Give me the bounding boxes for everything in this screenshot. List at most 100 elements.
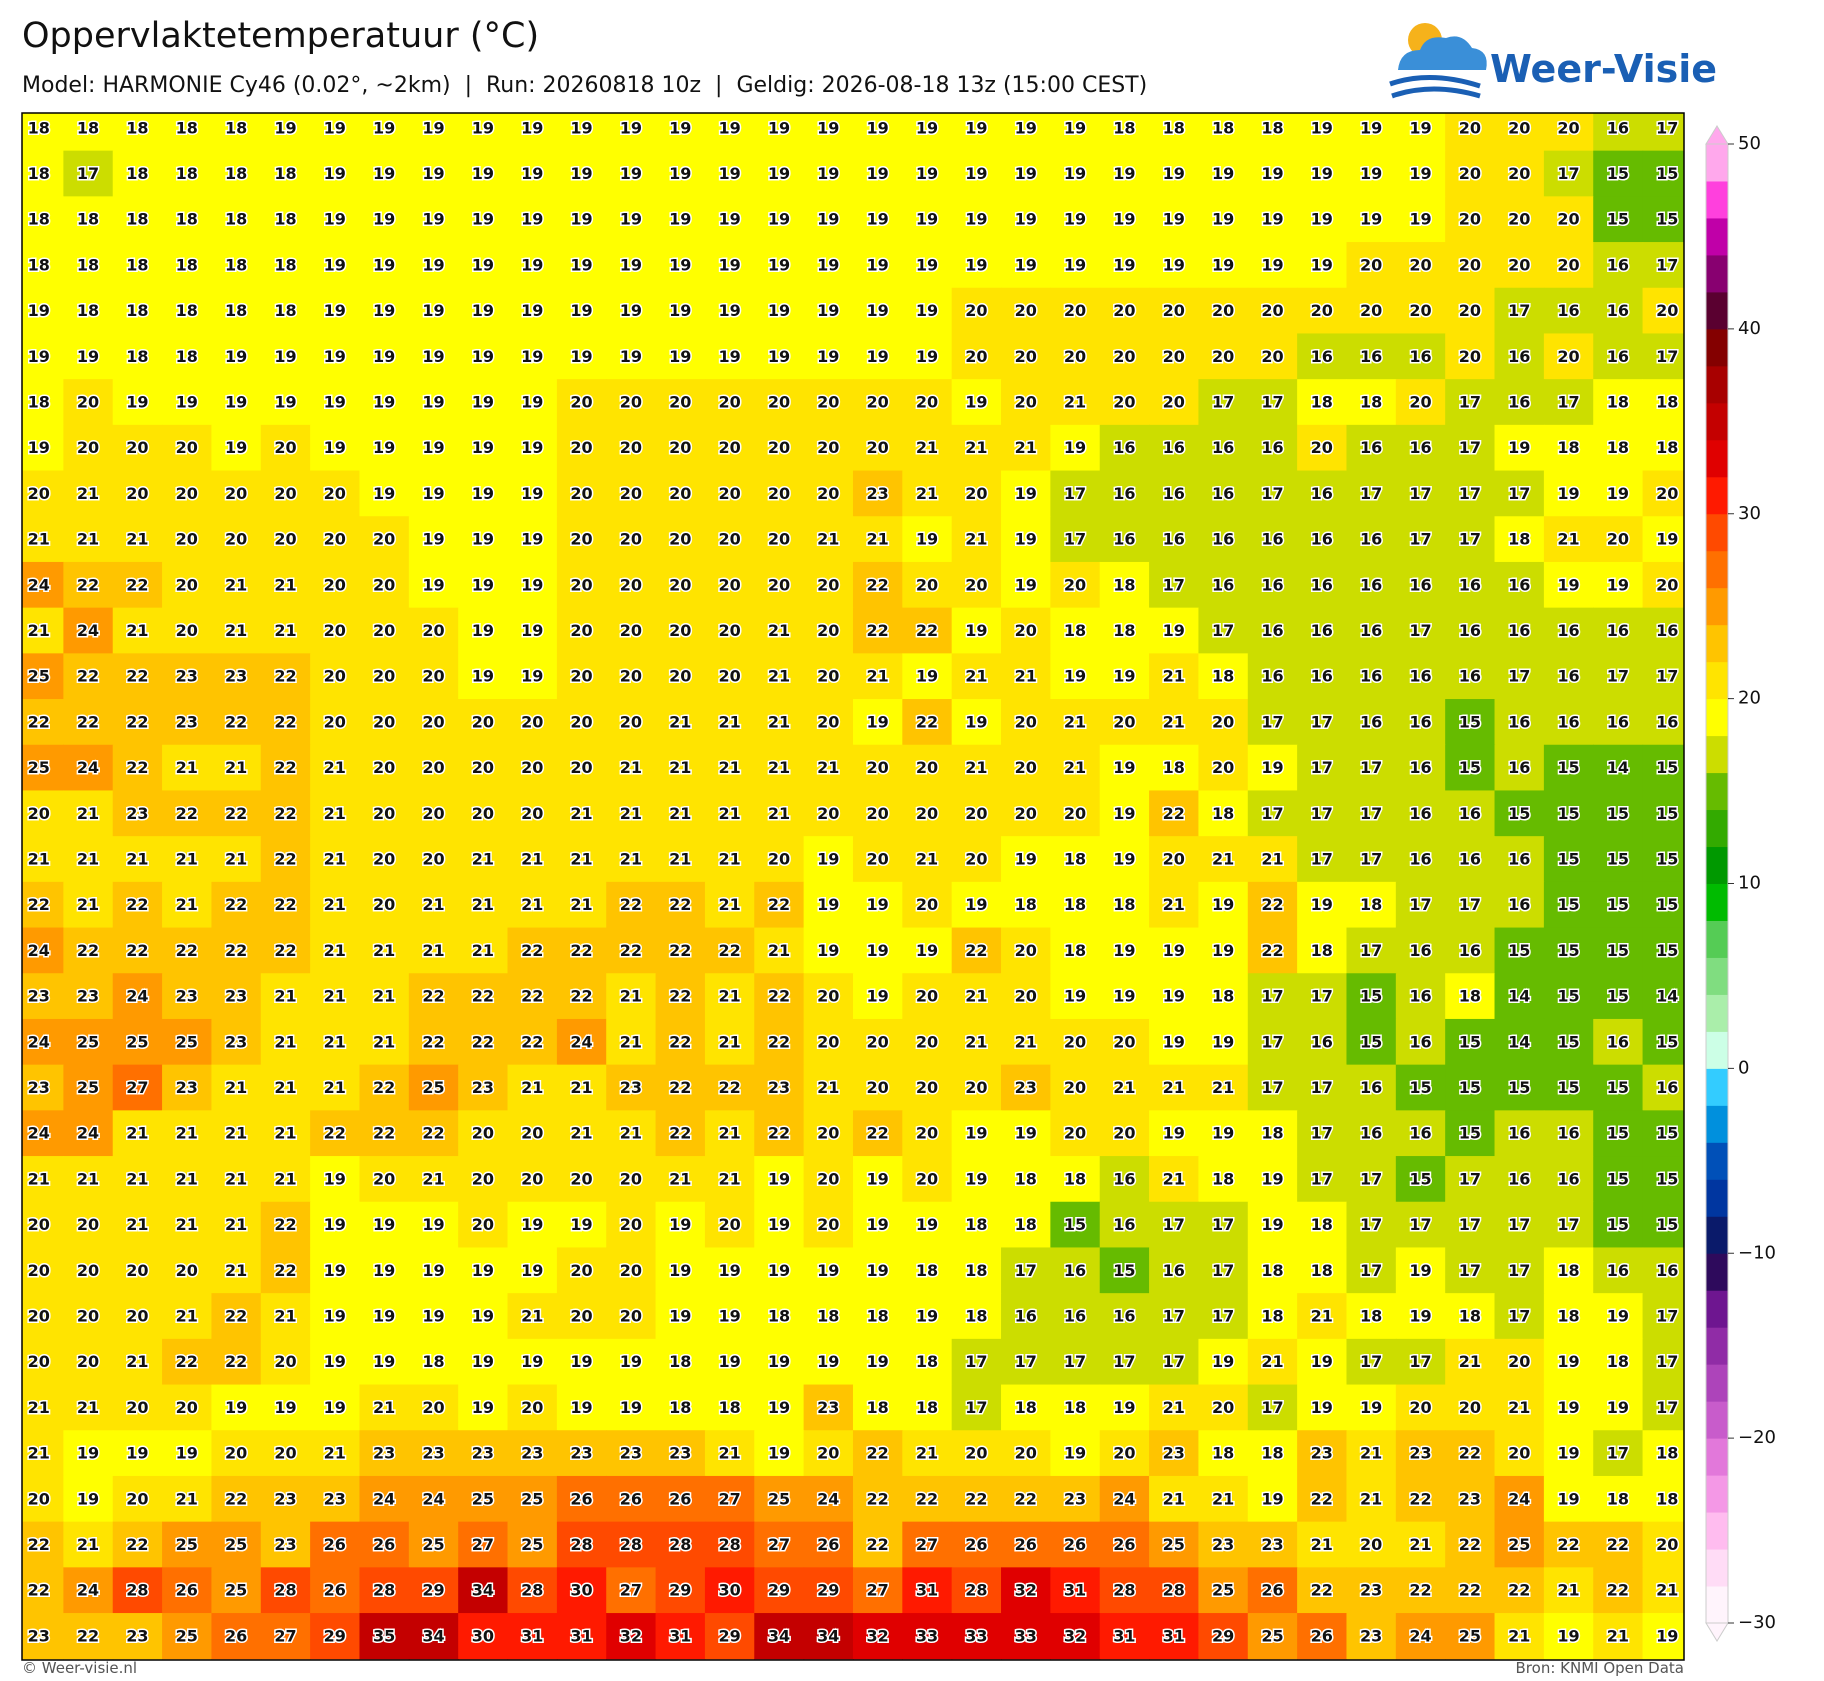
temperature-label: 21: [373, 987, 395, 1006]
temperature-label: 18: [965, 1215, 987, 1234]
temperature-label: 18: [718, 1398, 740, 1417]
temperature-label: 21: [176, 1307, 198, 1326]
temperature-label: 20: [1212, 347, 1234, 366]
temperature-cell: [852, 561, 903, 609]
temperature-label: 20: [669, 530, 691, 549]
temperature-label: 25: [472, 1489, 494, 1508]
temperature-label: 16: [1261, 667, 1283, 686]
temperature-label: 18: [176, 301, 198, 320]
temperature-label: 19: [472, 530, 494, 549]
temperature-cell: [507, 333, 558, 380]
temperature-label: 21: [274, 621, 296, 640]
temperature-label: 19: [1064, 987, 1086, 1006]
temperature-label: 22: [176, 941, 198, 960]
temperature-label: 22: [176, 1352, 198, 1371]
temperature-label: 20: [817, 621, 839, 640]
temperature-cell: [1198, 424, 1249, 472]
temperature-label: 19: [965, 118, 987, 137]
colorbar-band: [1706, 144, 1728, 182]
temperature-label: 20: [570, 758, 592, 777]
temperature-label: 21: [718, 1444, 740, 1463]
temperature-label: 15: [1459, 1124, 1481, 1143]
temperature-label: 22: [225, 804, 247, 823]
temperature-label: 17: [1163, 575, 1185, 594]
temperature-label: 20: [1163, 850, 1185, 869]
temperature-label: 28: [274, 1581, 296, 1600]
temperature-label: 21: [669, 804, 691, 823]
temperature-label: 19: [718, 301, 740, 320]
temperature-label: 22: [472, 1032, 494, 1051]
temperature-label: 21: [1311, 1535, 1333, 1554]
temperature-label: 17: [1557, 1215, 1579, 1234]
temperature-label: 14: [1508, 987, 1530, 1006]
temperature-label: 21: [274, 1307, 296, 1326]
temperature-label: 19: [472, 621, 494, 640]
temperature-label: 19: [225, 438, 247, 457]
temperature-label: 20: [620, 438, 642, 457]
temperature-label: 20: [916, 987, 938, 1006]
temperature-cell: [408, 744, 459, 792]
temperature-label: 19: [867, 941, 889, 960]
temperature-label: 18: [916, 1261, 938, 1280]
temperature-cell: [951, 196, 1002, 243]
temperature-label: 18: [1015, 1215, 1037, 1234]
temperature-label: 19: [176, 1444, 198, 1463]
temperature-label: 21: [768, 941, 790, 960]
temperature-label: 20: [570, 393, 592, 412]
temperature-label: 16: [1311, 530, 1333, 549]
temperature-label: 18: [1261, 1261, 1283, 1280]
temperature-label: 21: [620, 758, 642, 777]
temperature-label: 19: [965, 712, 987, 731]
temperature-label: 16: [1508, 1169, 1530, 1188]
temperature-label: 19: [965, 393, 987, 412]
temperature-cell: [1642, 113, 1684, 152]
temperature-label: 19: [472, 347, 494, 366]
temperature-cell: [606, 333, 657, 380]
temperature-cell: [1001, 379, 1051, 426]
temperature-label: 21: [669, 1169, 691, 1188]
temperature-cell: [902, 196, 953, 243]
temperature-label: 23: [1015, 1078, 1037, 1097]
temperature-cell: [902, 379, 953, 426]
temperature-label: 23: [1360, 1581, 1382, 1600]
temperature-label: 20: [1261, 347, 1283, 366]
temperature-label: 20: [768, 530, 790, 549]
temperature-label: 22: [422, 987, 444, 1006]
temperature-cell: [951, 379, 1002, 426]
temperature-label: 19: [768, 1352, 790, 1371]
temperature-label: 23: [28, 987, 50, 1006]
temperature-label: 19: [1656, 530, 1678, 549]
temperature-cell: [1346, 561, 1397, 609]
temperature-label: 21: [1508, 1626, 1530, 1645]
temperature-label: 20: [225, 484, 247, 503]
temperature-cell: [1346, 196, 1397, 243]
temperature-cell: [1395, 113, 1446, 152]
temperature-cell: [1543, 287, 1594, 335]
temperature-label: 21: [1212, 850, 1234, 869]
temperature-label: 19: [768, 164, 790, 183]
temperature-cell: [951, 113, 1002, 152]
colorbar-tick-label: −10: [1738, 1242, 1776, 1263]
temperature-cell: [803, 196, 854, 243]
temperature-label: 21: [916, 484, 938, 503]
temperature-label: 29: [422, 1581, 444, 1600]
temperature-cell: [22, 470, 64, 517]
temperature-label: 15: [1557, 1032, 1579, 1051]
subtitle: Model: HARMONIE Cy46 (0.02°, ~2km) | Run…: [22, 73, 1147, 98]
temperature-label: 19: [620, 210, 642, 229]
temperature-label: 20: [1064, 1032, 1086, 1051]
temperature-cell: [310, 379, 361, 426]
temperature-label: 32: [867, 1626, 889, 1645]
temperature-label: 16: [1409, 850, 1431, 869]
temperature-label: 33: [916, 1626, 938, 1645]
temperature-label: 17: [1311, 712, 1333, 731]
temperature-cell: [803, 242, 854, 289]
temperature-label: 20: [1459, 164, 1481, 183]
temperature-label: 20: [126, 1307, 148, 1326]
temperature-label: 19: [1015, 484, 1037, 503]
temperature-label: 20: [570, 484, 592, 503]
temperature-label: 19: [916, 1215, 938, 1234]
temperature-cell: [852, 150, 903, 197]
temperature-label: 19: [422, 347, 444, 366]
temperature-label: 15: [1656, 1124, 1678, 1143]
